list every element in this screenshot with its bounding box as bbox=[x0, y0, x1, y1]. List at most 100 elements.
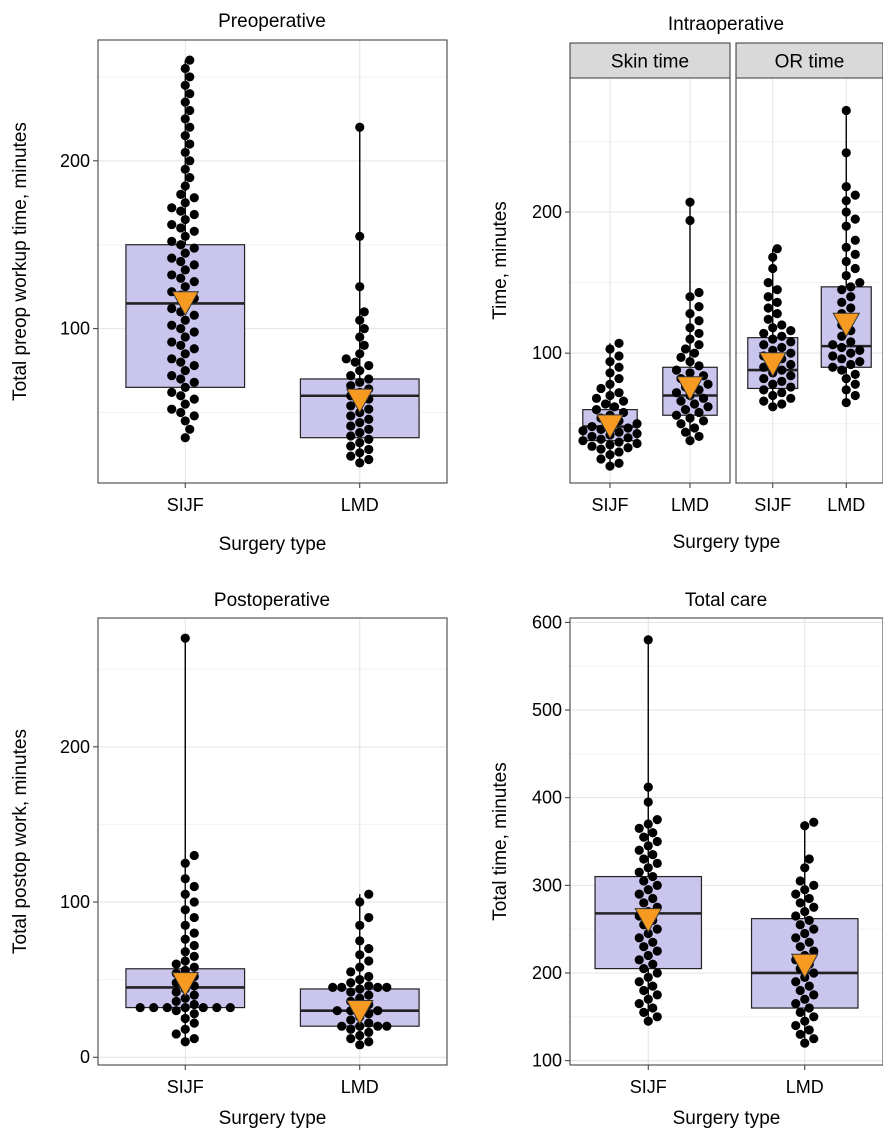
data-point bbox=[671, 365, 682, 375]
y-tick-label: 100 bbox=[60, 319, 90, 339]
data-point bbox=[698, 416, 709, 426]
data-point bbox=[694, 287, 704, 298]
data-point bbox=[855, 357, 865, 367]
data-point bbox=[180, 214, 190, 225]
data-point bbox=[189, 377, 199, 387]
y-tick-label: 100 bbox=[532, 343, 562, 363]
y-tick-label: 400 bbox=[532, 788, 562, 808]
data-point bbox=[359, 340, 369, 351]
data-point bbox=[189, 394, 199, 404]
data-point bbox=[605, 368, 615, 378]
data-point bbox=[355, 920, 365, 930]
data-point bbox=[614, 427, 624, 437]
data-point bbox=[189, 193, 199, 203]
data-point bbox=[841, 242, 851, 252]
data-point bbox=[364, 454, 374, 465]
data-point bbox=[578, 436, 588, 446]
mean-marker bbox=[345, 1000, 374, 1025]
data-point bbox=[639, 985, 649, 996]
data-point bbox=[346, 1015, 356, 1025]
data-point bbox=[841, 148, 851, 158]
data-point bbox=[652, 880, 662, 890]
data-point bbox=[171, 1029, 181, 1039]
data-point bbox=[180, 399, 190, 409]
data-point bbox=[355, 365, 365, 376]
data-point bbox=[180, 920, 190, 930]
panel-border bbox=[569, 617, 883, 1066]
data-point bbox=[841, 270, 851, 281]
data-point bbox=[605, 450, 615, 460]
data-point bbox=[350, 357, 360, 367]
data-point bbox=[685, 368, 695, 378]
data-point bbox=[355, 936, 365, 946]
data-point bbox=[189, 912, 199, 923]
data-point bbox=[198, 1002, 208, 1013]
data-point bbox=[189, 226, 199, 236]
data-point bbox=[605, 379, 615, 389]
data-point bbox=[676, 419, 686, 429]
data-point bbox=[355, 458, 365, 468]
data-point bbox=[591, 405, 602, 415]
data-point bbox=[800, 994, 810, 1004]
data-point bbox=[328, 982, 338, 992]
data-point bbox=[837, 331, 847, 341]
facet-strip-label: OR time bbox=[775, 52, 845, 73]
data-point bbox=[634, 955, 644, 965]
data-point bbox=[364, 434, 374, 444]
data-point bbox=[634, 823, 644, 833]
data-point bbox=[786, 337, 796, 347]
data-point bbox=[652, 990, 662, 1000]
data-point bbox=[809, 968, 819, 978]
data-point bbox=[639, 942, 649, 952]
data-point bbox=[171, 996, 181, 1006]
data-point bbox=[185, 139, 195, 149]
data-point bbox=[639, 854, 649, 864]
data-point bbox=[167, 219, 177, 230]
data-point bbox=[671, 410, 682, 420]
data-point bbox=[768, 379, 778, 389]
data-point bbox=[180, 164, 190, 174]
data-point bbox=[180, 1002, 190, 1013]
data-point bbox=[685, 334, 695, 344]
data-point bbox=[382, 1021, 392, 1031]
data-point bbox=[634, 889, 644, 899]
data-point bbox=[185, 105, 195, 116]
data-point bbox=[804, 937, 814, 947]
data-point bbox=[189, 209, 199, 220]
data-point bbox=[364, 424, 374, 434]
data-point bbox=[596, 383, 606, 394]
data-point bbox=[623, 423, 633, 433]
data-point bbox=[180, 1024, 190, 1034]
data-point bbox=[685, 215, 695, 226]
data-point bbox=[189, 1009, 199, 1019]
data-point bbox=[795, 1029, 805, 1039]
data-point bbox=[355, 332, 365, 342]
data-point bbox=[180, 198, 190, 208]
y-axis-label: Total time, minutes bbox=[490, 762, 511, 920]
data-point bbox=[795, 876, 805, 886]
data-point bbox=[634, 867, 644, 877]
data-point bbox=[180, 858, 190, 868]
data-point bbox=[176, 374, 186, 384]
x-axis-label: Surgery type bbox=[219, 1108, 327, 1129]
data-point bbox=[763, 278, 773, 288]
data-point bbox=[855, 345, 865, 355]
data-point bbox=[841, 196, 851, 206]
data-point bbox=[341, 354, 351, 364]
data-point bbox=[346, 421, 356, 431]
data-point bbox=[639, 876, 649, 886]
data-point bbox=[841, 256, 851, 267]
data-point bbox=[652, 836, 662, 847]
data-point bbox=[768, 402, 778, 412]
data-point bbox=[167, 354, 177, 364]
data-point bbox=[180, 993, 190, 1003]
data-point bbox=[185, 424, 195, 434]
data-point bbox=[791, 911, 801, 921]
data-point bbox=[180, 416, 190, 426]
data-point bbox=[846, 292, 856, 302]
x-tick-label: LMD bbox=[341, 495, 379, 515]
data-point bbox=[605, 440, 615, 450]
data-point bbox=[632, 419, 642, 429]
data-point bbox=[189, 411, 199, 421]
data-point bbox=[355, 122, 365, 132]
